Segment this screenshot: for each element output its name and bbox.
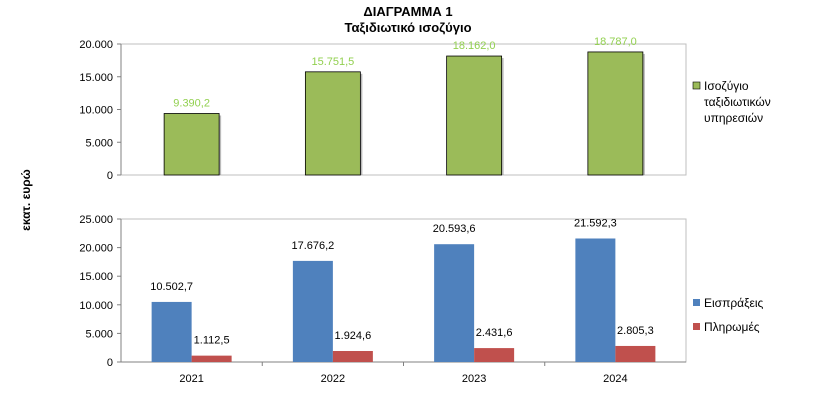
data-label: 1.924,6 <box>335 330 372 342</box>
x-tick-label: 2023 <box>462 373 486 385</box>
y-tick-label: 5.000 <box>85 137 113 149</box>
bar-receipts <box>151 301 192 362</box>
legend-label-balance: ταξιδιωτικών <box>704 95 771 109</box>
y-tick-label: 10.000 <box>79 300 113 312</box>
bar-payments <box>191 355 232 362</box>
data-label: 1.112,5 <box>194 335 230 347</box>
legend-label-receipts: Εισπράξεις <box>704 296 764 310</box>
top-chart: 0 5.000 10.000 15.000 20.000 9.390,2 15.751,5 1… <box>79 36 770 182</box>
data-label: 20.593,6 <box>433 223 476 235</box>
bar-payments <box>615 345 656 362</box>
y-tick-label: 10.000 <box>79 105 113 117</box>
y-axis-label: εκατ. ευρώ <box>19 169 33 231</box>
data-label: 2.805,3 <box>617 325 654 337</box>
legend-label-balance: Ισοζύγιο <box>704 79 749 93</box>
bar-payments <box>332 350 373 362</box>
x-tick-label: 2022 <box>321 373 345 385</box>
y-tick-label: 0 <box>107 357 113 369</box>
bar-balance <box>163 113 220 176</box>
legend-swatch-receipts <box>693 299 700 306</box>
data-label: 15.751,5 <box>311 56 354 68</box>
data-label: 18.787,0 <box>594 36 637 48</box>
bar-payments <box>474 348 515 362</box>
x-tick-label: 2021 <box>179 373 203 385</box>
legend-swatch-balance <box>692 81 701 90</box>
y-tick-label: 20.000 <box>79 39 113 51</box>
data-label: 17.676,2 <box>291 240 334 252</box>
bar-receipts <box>434 244 475 362</box>
legend-label-balance: υπηρεσιών <box>704 111 763 125</box>
bar-balance <box>587 51 644 176</box>
bar-balance <box>446 55 503 176</box>
y-tick-label: 20.000 <box>79 243 113 255</box>
data-label: 2.431,6 <box>476 327 513 339</box>
y-tick-label: 15.000 <box>79 72 113 84</box>
data-label: 21.592,3 <box>574 217 617 229</box>
bar-balance <box>304 71 361 176</box>
y-tick-label: 5.000 <box>85 328 113 340</box>
y-tick-label: 0 <box>107 170 113 182</box>
data-label: 9.390,2 <box>173 97 210 109</box>
bar-receipts <box>292 260 333 362</box>
data-label: 18.162,0 <box>453 40 496 52</box>
y-tick-label: 25.000 <box>79 214 113 226</box>
legend-swatch-payments <box>693 323 700 330</box>
y-tick-label: 15.000 <box>79 271 113 283</box>
bottom-chart: 0 5.000 10.000 15.000 20.000 25.000 2021 2022 20… <box>79 214 763 385</box>
legend-label-payments: Πληρωμές <box>704 320 760 334</box>
bar-receipts <box>575 238 616 362</box>
chart-title: ΔΙΑΓΡΑΜΜΑ 1 <box>363 4 452 19</box>
x-tick-label: 2024 <box>603 373 627 385</box>
chart-subtitle: Ταξιδιωτικό ισοζύγιο <box>344 20 471 35</box>
data-label: 10.502,7 <box>150 281 193 293</box>
